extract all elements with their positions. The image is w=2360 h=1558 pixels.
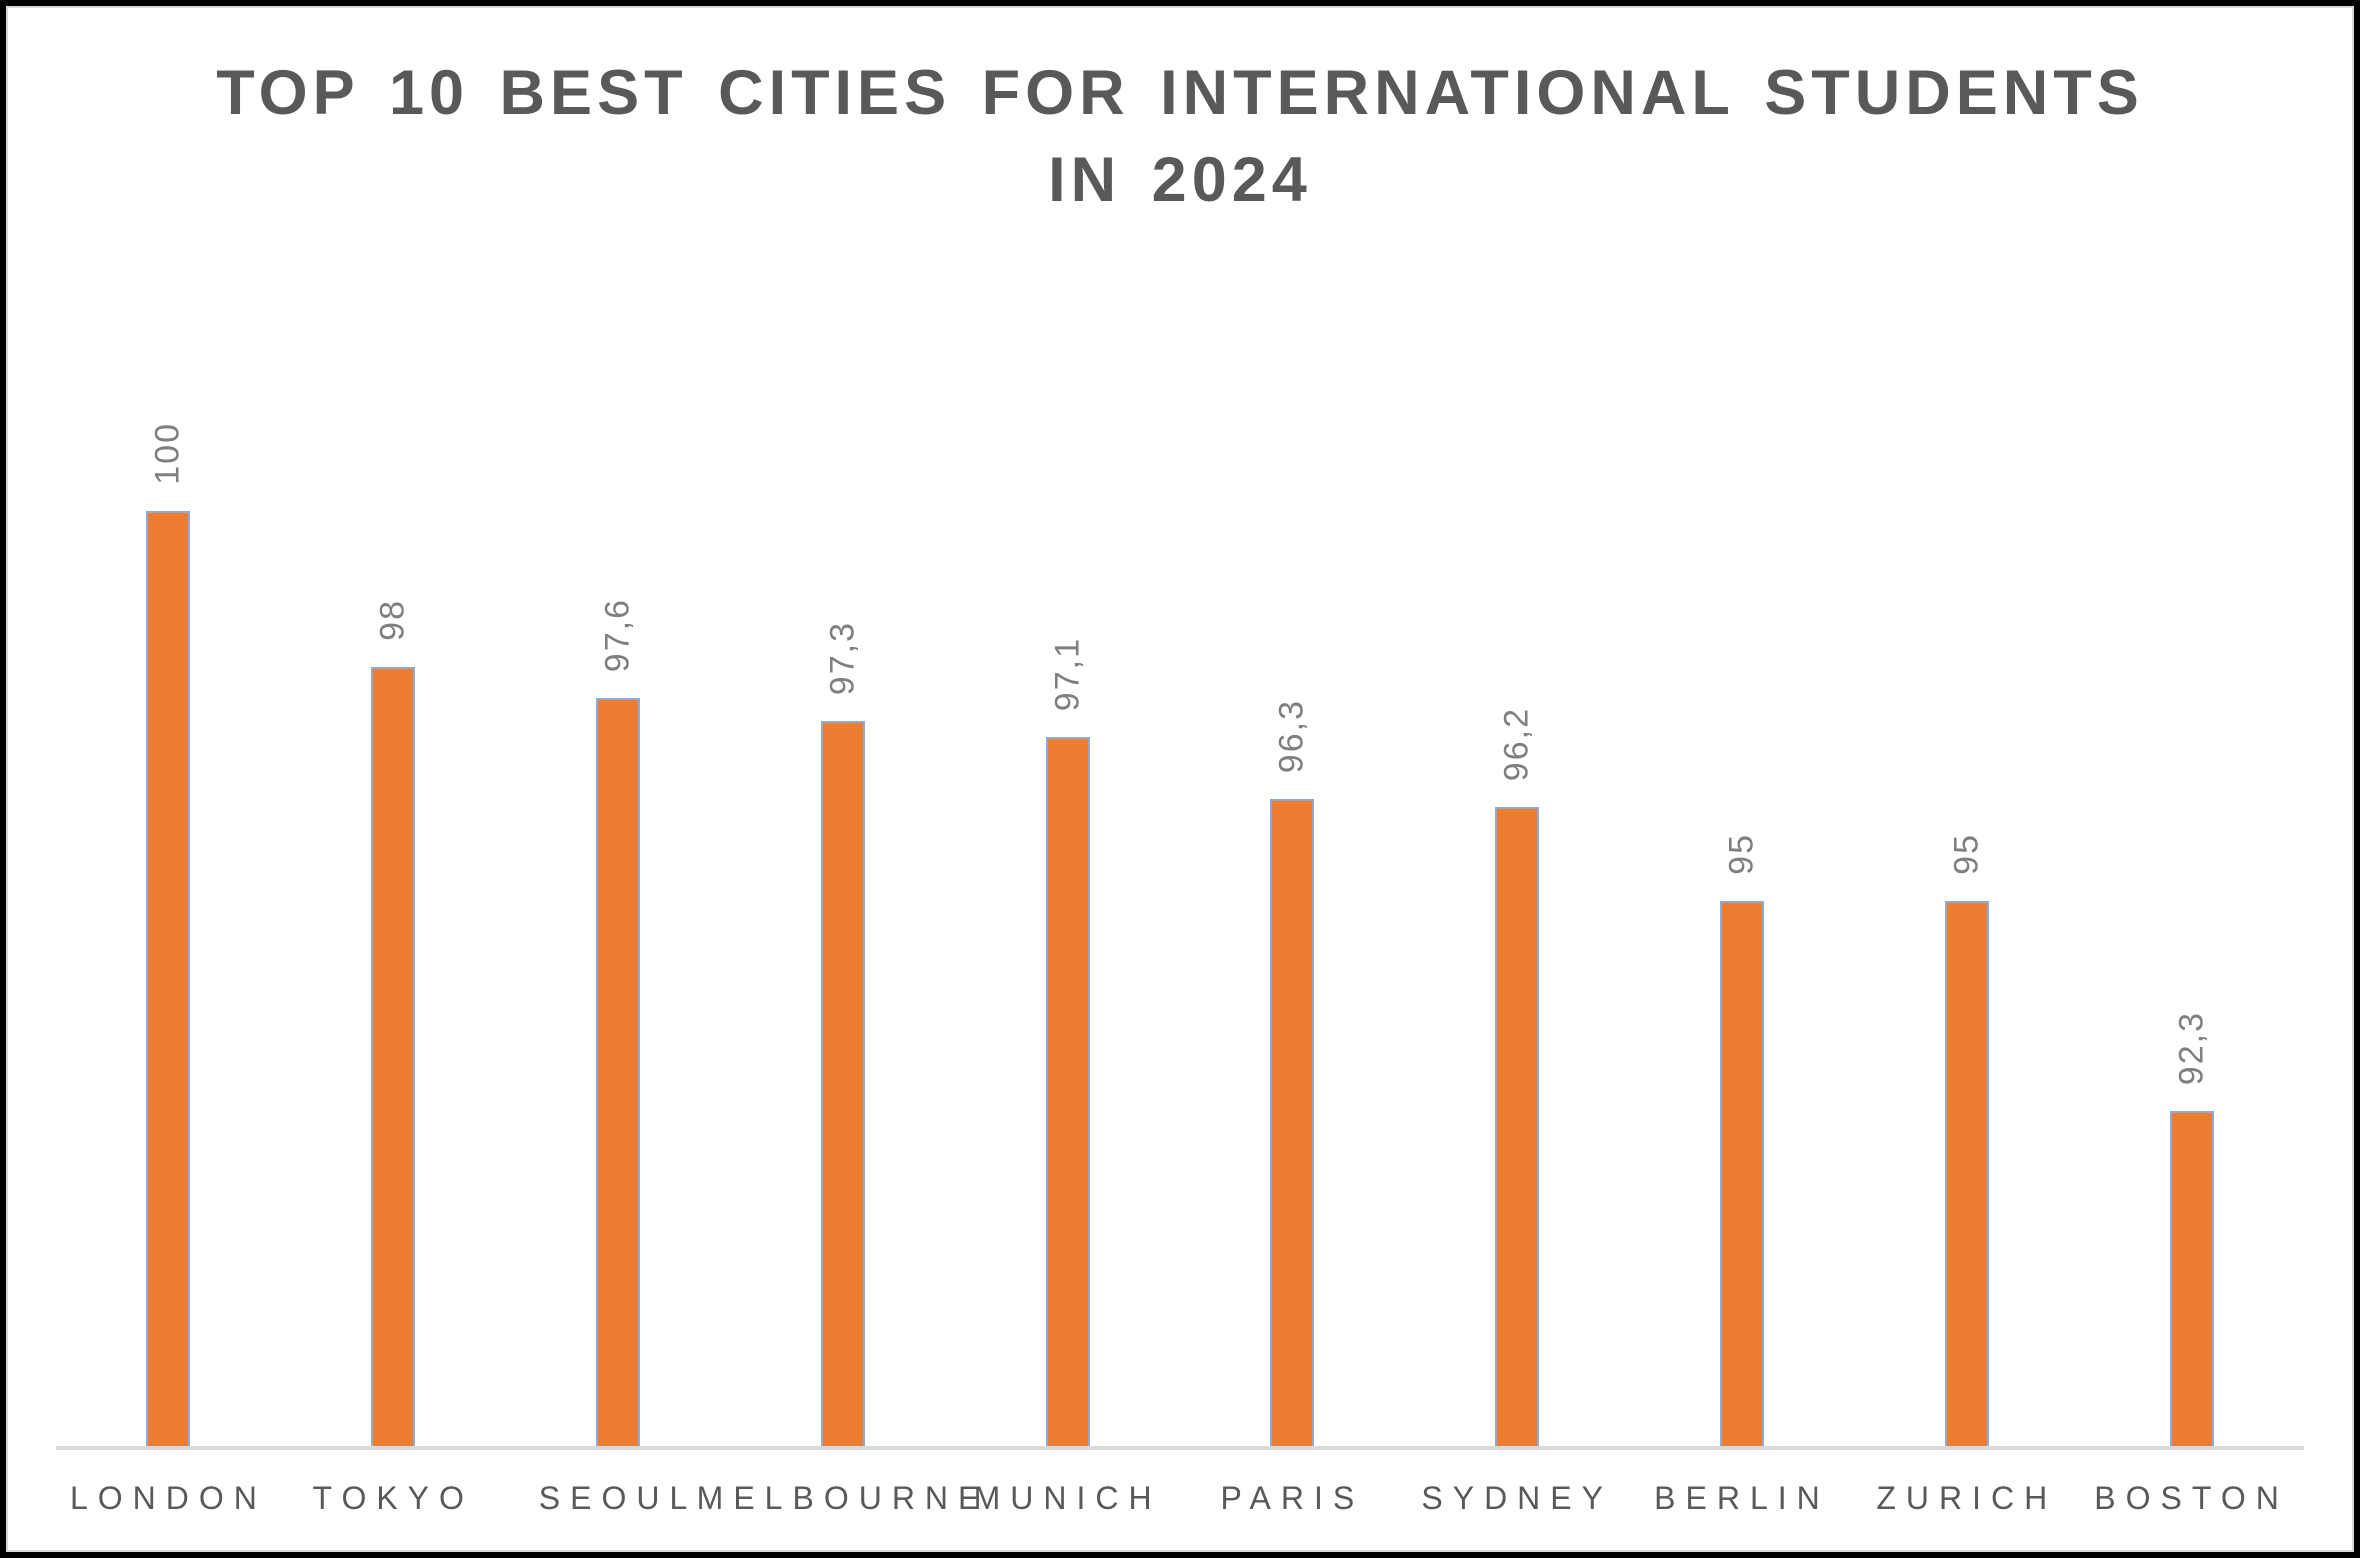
bar [1045,737,1090,1446]
x-axis-label: MELBOURNE [696,1480,990,1516]
bar [146,511,191,1446]
bar-column: 95 BERLIN [1630,511,1855,1516]
x-axis-label: PARIS [1220,1480,1365,1516]
bar [371,667,416,1446]
bar-value-label: 96,3 [1272,698,1311,773]
bar-value-label: 96,2 [1497,706,1536,781]
bar [1270,799,1315,1446]
x-axis-label: SYDNEY [1421,1480,1613,1516]
x-axis-label: BOSTON [2094,1480,2289,1516]
bar-chart: TOP 10 BEST CITIES FOR INTERNATIONAL STU… [6,6,2354,1552]
chart-title: TOP 10 BEST CITIES FOR INTERNATIONAL STU… [8,50,2352,224]
bar-value-label: 97,6 [598,597,637,672]
x-axis-label: MUNICH [973,1480,1162,1516]
bar-column: 96,2 SYDNEY [1405,511,1630,1516]
bar-column: 100 LONDON [56,422,281,1516]
x-axis-label: ZURICH [1876,1480,2058,1516]
bar-value-label: 95 [1722,833,1761,875]
plot-area: 100 LONDON 98 TOKYO 97,6 SEOUL 97,3 MELBOURNE 97… [56,422,2304,1516]
bar-value-label: 95 [1947,833,1986,875]
bar-value-label: 97,3 [823,620,862,695]
x-axis-label: TOKYO [312,1480,474,1516]
bar-column: 98 TOKYO [281,511,506,1516]
bar [595,698,640,1446]
bar-column: 92,3 BOSTON [2079,511,2304,1516]
chart-title-line2: IN 2024 [1048,144,1312,215]
bar [1719,901,1764,1446]
bar [2169,1111,2214,1446]
chart-title-line1: TOP 10 BEST CITIES FOR INTERNATIONAL STU… [216,58,2144,128]
x-axis-label: LONDON [69,1480,267,1516]
bar-value-label: 100 [148,422,187,485]
bar [820,721,865,1446]
x-axis-label: SEOUL [538,1480,698,1516]
bar-value-label: 98 [373,599,412,641]
bar-column: 97,3 MELBOURNE [697,511,980,1516]
bar-value-label: 92,3 [2172,1010,2211,1085]
bar-column: 95 ZURICH [1854,511,2079,1516]
bar [1944,901,1989,1446]
bar-column: 97,1 MUNICH [955,511,1180,1516]
bar-column: 96,3 PARIS [1180,511,1405,1516]
bar [1495,807,1540,1446]
bar-column: 97,6 SEOUL [506,511,731,1516]
bar-value-label: 97,1 [1048,636,1087,711]
x-axis-label: BERLIN [1654,1480,1830,1516]
